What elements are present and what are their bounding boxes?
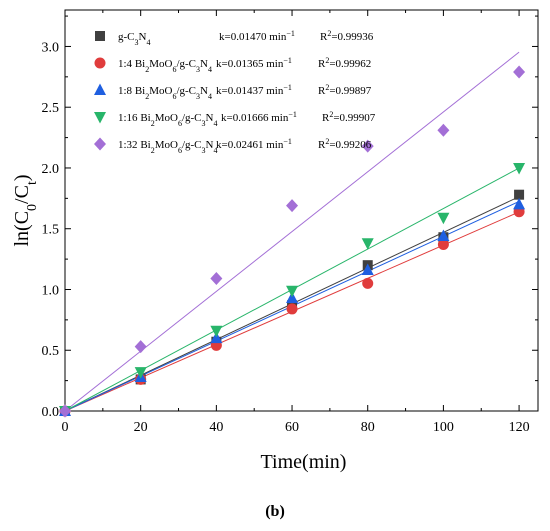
data-point: [94, 57, 106, 69]
data-point: [362, 277, 374, 289]
y-tick-label: 0.0: [42, 405, 60, 420]
fit-line: [64, 51, 520, 412]
data-point: [437, 123, 450, 137]
data-point: [361, 238, 374, 250]
x-tick-label: 0: [62, 420, 69, 435]
legend-r2-value: R2=0.99936: [320, 29, 374, 44]
y-tick-label: 1.5: [42, 223, 60, 238]
data-point: [210, 331, 223, 344]
data-point: [286, 285, 299, 298]
y-tick-label: 2.0: [42, 162, 60, 177]
data-point: [286, 199, 299, 213]
legend-series-label: g-C3N4: [118, 31, 150, 47]
y-tick-label: 2.5: [42, 101, 60, 116]
data-point: [437, 212, 450, 225]
x-tick-label: 20: [134, 420, 148, 435]
data-points: [59, 65, 526, 418]
data-point: [134, 340, 147, 354]
data-point: [95, 31, 105, 41]
data-point: [94, 137, 106, 151]
data-point: [286, 303, 298, 315]
data-point: [59, 404, 71, 418]
legend-k-value: k=0.02461 min−1: [216, 137, 292, 152]
legend-k-value: k=0.01365 min−1: [216, 56, 292, 71]
plot-frame: [64, 9, 539, 412]
x-tick-label: 120: [509, 420, 530, 435]
legend: g-C3N4 k=0.01470 min−1 R2=0.99936 1:4 Bi2Mo…: [94, 29, 376, 155]
axes: 0 20 40 60 80 100 120 0.0 0.5 1.0 1.5 2.0 2.5 3.0 Time…: [11, 9, 539, 473]
data-point: [513, 197, 526, 210]
legend-k-value: k=0.01666 min−1: [221, 110, 297, 125]
x-tick-label: 100: [433, 420, 454, 435]
y-tick-label: 3.0: [42, 40, 60, 55]
data-point: [286, 291, 299, 303]
legend-k-value: k=0.01437 min−1: [216, 83, 292, 98]
data-point: [513, 162, 526, 175]
x-axis-title: Time(min): [261, 451, 347, 473]
data-point: [437, 239, 449, 251]
y-axis-title: ln(C0/Ct): [11, 174, 40, 246]
fit-lines: [64, 51, 520, 412]
legend-series-label: 1:32 Bi2MoO6/g-C3N4: [118, 139, 217, 155]
legend-k-value: k=0.01470 min−1: [219, 29, 295, 44]
legend-series-label: 1:16 Bi2MoO6/g-C3N4: [118, 112, 217, 128]
legend-series-label: 1:4 Bi2MoO6/g-C3N4: [118, 58, 212, 74]
y-tick-label: 0.5: [42, 344, 60, 359]
legend-r2-value: R2=0.99907: [322, 110, 376, 125]
data-point: [361, 263, 374, 276]
data-point: [361, 139, 374, 153]
data-point: [210, 325, 223, 338]
data-point: [94, 83, 106, 95]
legend-series-label: 1:8 Bi2MoO6/g-C3N4: [118, 85, 212, 101]
data-point: [134, 367, 147, 379]
legend-r2-value: R2=0.99897: [318, 83, 372, 98]
legend-r2-value: R2=0.99962: [318, 56, 371, 71]
x-tick-label: 60: [285, 420, 299, 435]
data-point: [437, 229, 450, 242]
x-tick-label: 40: [209, 420, 223, 435]
data-point: [210, 272, 223, 286]
figure-caption: (b): [265, 503, 285, 520]
x-tick-label: 80: [361, 420, 375, 435]
legend-r2-value: R2=0.99206: [318, 137, 372, 152]
data-point: [94, 112, 106, 124]
y-tick-label: 1.0: [42, 283, 60, 298]
data-point: [514, 189, 525, 200]
data-point: [513, 65, 526, 79]
